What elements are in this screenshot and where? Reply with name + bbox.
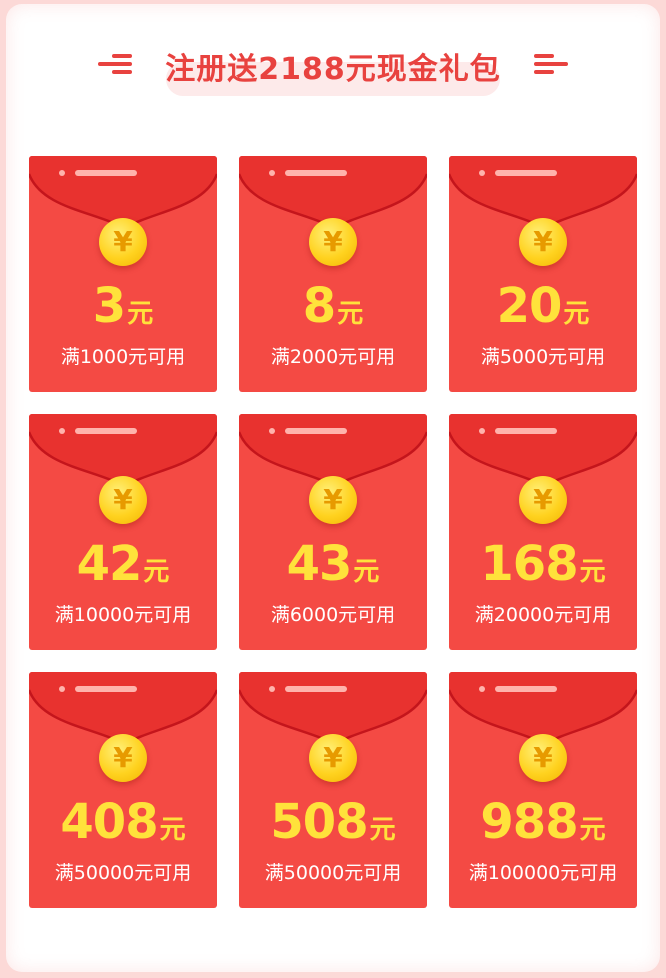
amount-value: 508 <box>270 794 368 850</box>
coupon-condition: 满5000元可用 <box>480 346 606 368</box>
yuan-coin-icon: ¥ <box>519 734 567 782</box>
coupon-condition: 满10000元可用 <box>54 604 192 626</box>
amount-value: 8 <box>302 278 336 334</box>
coupon-amount: 508元 <box>239 794 427 850</box>
coupon-condition: 满2000元可用 <box>270 346 396 368</box>
red-packet-card[interactable]: ¥ 3元 满1000元可用 <box>29 156 217 392</box>
coupon-condition: 满100000元可用 <box>468 862 618 884</box>
coupon-condition: 满50000元可用 <box>264 862 402 884</box>
yuan-coin-icon: ¥ <box>99 218 147 266</box>
amount-value: 3 <box>92 278 126 334</box>
coupon-amount: 3元 <box>29 278 217 334</box>
title-left-lines-icon <box>98 52 132 76</box>
amount-value: 20 <box>496 278 563 334</box>
coupon-amount: 168元 <box>449 536 637 592</box>
yuan-coin-icon: ¥ <box>99 476 147 524</box>
coupon-amount: 20元 <box>449 278 637 334</box>
amount-value: 168 <box>480 536 578 592</box>
coupon-amount: 988元 <box>449 794 637 850</box>
amount-value: 42 <box>76 536 143 592</box>
yuan-coin-icon: ¥ <box>519 218 567 266</box>
red-packet-card[interactable]: ¥ 43元 满6000元可用 <box>239 414 427 650</box>
red-packet-card[interactable]: ¥ 988元 满100000元可用 <box>449 672 637 908</box>
amount-unit: 元 <box>337 299 364 329</box>
coupon-condition: 满6000元可用 <box>270 604 396 626</box>
envelope-flap-icon <box>449 672 637 746</box>
yuan-coin-icon: ¥ <box>519 476 567 524</box>
red-packet-card[interactable]: ¥ 8元 满2000元可用 <box>239 156 427 392</box>
page-title: 注册送2188元现金礼包 <box>165 52 501 87</box>
coupon-condition: 满20000元可用 <box>474 604 612 626</box>
amount-unit: 元 <box>369 815 396 845</box>
yuan-coin-icon: ¥ <box>99 734 147 782</box>
amount-unit: 元 <box>353 557 380 587</box>
yuan-coin-icon: ¥ <box>309 218 357 266</box>
red-packet-card[interactable]: ¥ 168元 满20000元可用 <box>449 414 637 650</box>
coupon-amount: 43元 <box>239 536 427 592</box>
amount-unit: 元 <box>579 815 606 845</box>
title-highlight <box>166 62 500 96</box>
red-packet-card[interactable]: ¥ 42元 满10000元可用 <box>29 414 217 650</box>
coupon-amount: 408元 <box>29 794 217 850</box>
yuan-coin-icon: ¥ <box>309 734 357 782</box>
red-packet-card[interactable]: ¥ 20元 满5000元可用 <box>449 156 637 392</box>
amount-unit: 元 <box>563 299 590 329</box>
coupon-condition: 满50000元可用 <box>54 862 192 884</box>
amount-value: 408 <box>60 794 158 850</box>
coupon-condition: 满1000元可用 <box>60 346 186 368</box>
amount-value: 988 <box>480 794 578 850</box>
red-packet-card[interactable]: ¥ 408元 满50000元可用 <box>29 672 217 908</box>
amount-unit: 元 <box>127 299 154 329</box>
coupon-grid: ¥ 3元 满1000元可用 ¥ 8元 满2000元可用 ¥ 20元 满5000元… <box>29 156 637 908</box>
amount-unit: 元 <box>143 557 170 587</box>
coupon-amount: 8元 <box>239 278 427 334</box>
amount-unit: 元 <box>579 557 606 587</box>
coupon-amount: 42元 <box>29 536 217 592</box>
red-packet-card[interactable]: ¥ 508元 满50000元可用 <box>239 672 427 908</box>
amount-value: 43 <box>286 536 353 592</box>
yuan-coin-icon: ¥ <box>309 476 357 524</box>
title-right-lines-icon <box>534 52 568 76</box>
amount-unit: 元 <box>159 815 186 845</box>
